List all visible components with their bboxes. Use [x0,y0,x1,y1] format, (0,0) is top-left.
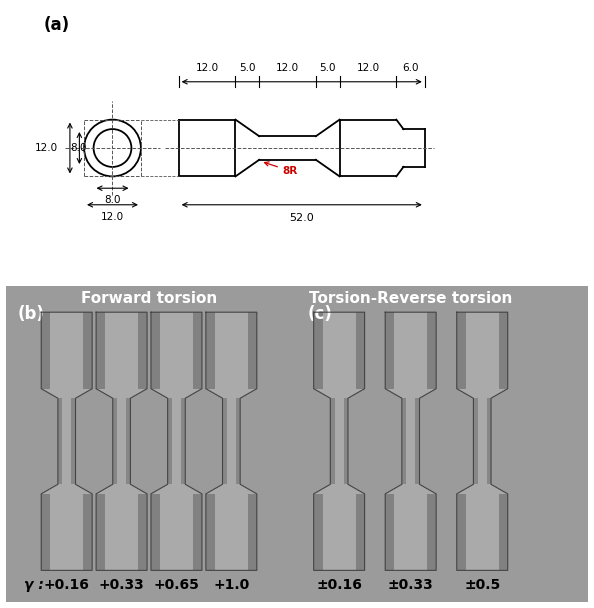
Text: 12.0: 12.0 [356,63,380,73]
Polygon shape [96,494,105,570]
Text: 5.0: 5.0 [320,63,336,73]
Polygon shape [193,312,202,389]
Text: 5.0: 5.0 [239,63,255,73]
Polygon shape [330,398,335,485]
Polygon shape [71,398,75,485]
Polygon shape [343,398,348,485]
Polygon shape [356,494,365,570]
Polygon shape [427,312,436,389]
Text: ±0.16: ±0.16 [316,578,362,592]
Polygon shape [486,398,491,485]
Polygon shape [499,494,508,570]
Polygon shape [223,398,227,485]
Polygon shape [206,312,257,570]
Polygon shape [385,494,394,570]
Polygon shape [96,312,147,570]
Text: 12.0: 12.0 [101,212,124,222]
Polygon shape [181,398,185,485]
Text: 8.0: 8.0 [70,143,87,153]
Polygon shape [415,398,419,485]
Polygon shape [248,494,257,570]
Text: Torsion-Reverse torsion: Torsion-Reverse torsion [309,291,513,306]
Polygon shape [314,494,323,570]
Polygon shape [206,494,215,570]
Polygon shape [138,312,147,389]
Polygon shape [248,312,257,389]
Polygon shape [206,312,215,389]
Polygon shape [314,312,365,570]
Polygon shape [126,398,131,485]
Polygon shape [41,312,92,570]
Polygon shape [151,312,160,389]
Polygon shape [83,312,92,389]
Text: 8R: 8R [264,162,298,176]
Polygon shape [151,494,160,570]
Text: ±0.33: ±0.33 [388,578,434,592]
Text: Forward torsion: Forward torsion [81,291,217,306]
Polygon shape [457,312,466,389]
Text: 12.0: 12.0 [276,63,299,73]
Text: +0.16: +0.16 [44,578,90,592]
Polygon shape [113,398,117,485]
Polygon shape [499,312,508,389]
Polygon shape [41,312,50,389]
Text: γ :: γ : [24,578,43,592]
Polygon shape [457,494,466,570]
Polygon shape [236,398,240,485]
Text: 6.0: 6.0 [402,63,419,73]
Text: 12.0: 12.0 [195,63,219,73]
Polygon shape [402,398,406,485]
Text: ±0.5: ±0.5 [464,578,500,592]
Polygon shape [138,494,147,570]
Text: 8.0: 8.0 [104,195,121,206]
Text: (c): (c) [308,305,333,323]
Text: (b): (b) [18,305,45,323]
Polygon shape [385,312,394,389]
Polygon shape [58,398,62,485]
Polygon shape [356,312,365,389]
Text: +1.0: +1.0 [213,578,249,592]
Polygon shape [96,312,105,389]
Text: 52.0: 52.0 [289,213,314,223]
Polygon shape [314,312,323,389]
Polygon shape [168,398,172,485]
Polygon shape [457,312,508,570]
Polygon shape [193,494,202,570]
Polygon shape [83,494,92,570]
Text: +0.33: +0.33 [99,578,144,592]
Text: +0.65: +0.65 [153,578,200,592]
Polygon shape [473,398,478,485]
Text: 12.0: 12.0 [35,143,58,153]
Polygon shape [427,494,436,570]
Polygon shape [41,494,50,570]
Polygon shape [151,312,202,570]
Polygon shape [385,312,436,570]
Text: (a): (a) [44,16,70,33]
